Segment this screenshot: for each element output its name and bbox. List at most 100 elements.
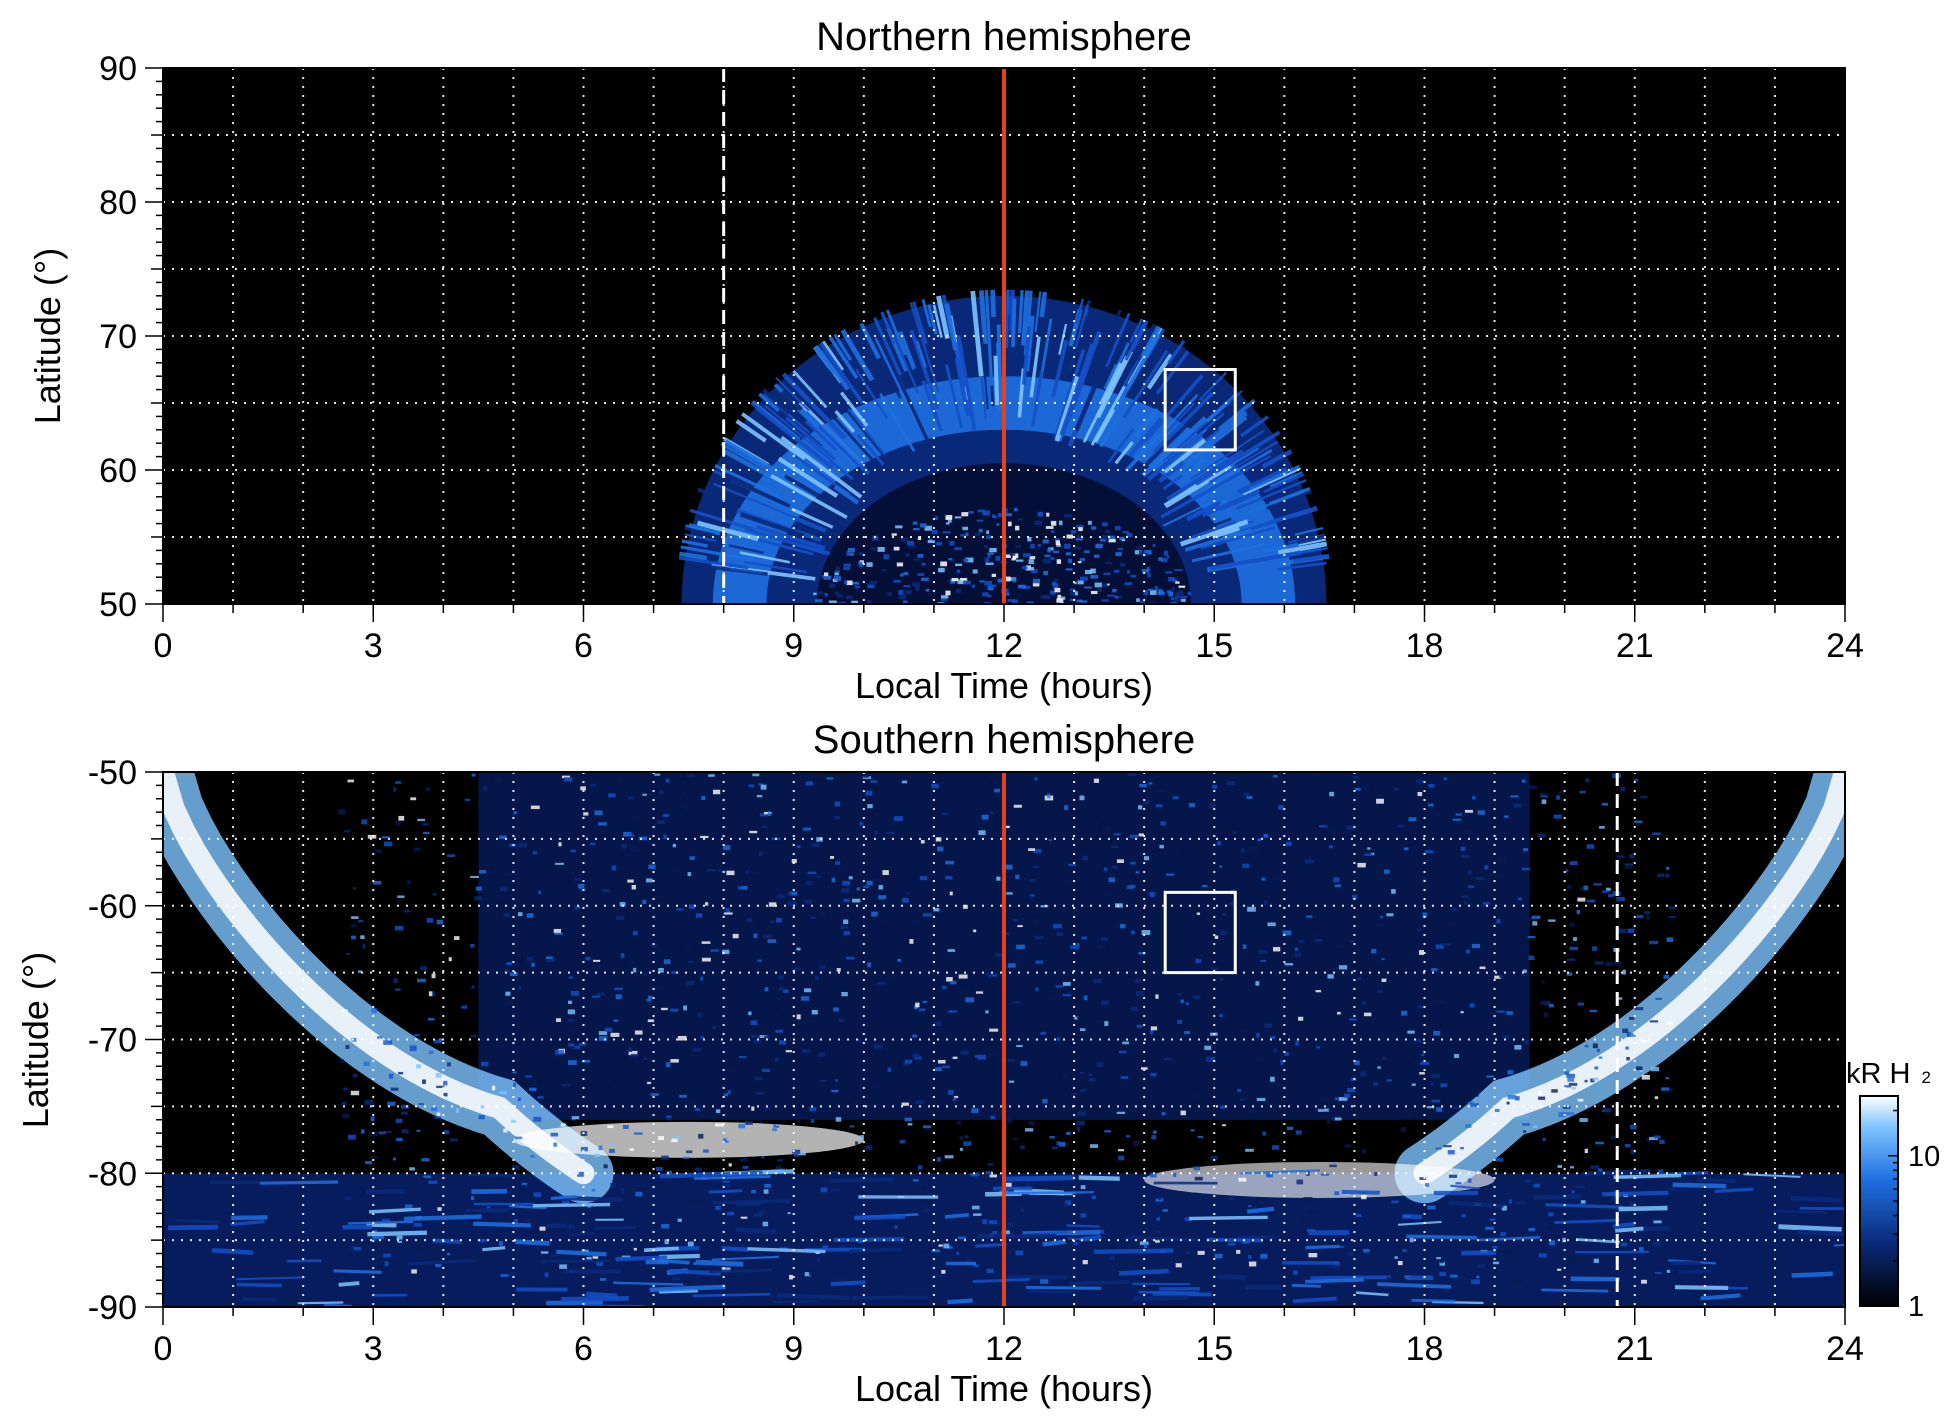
south-speckle [562,1200,570,1205]
south-speckle [1131,930,1135,935]
south-speckle [1569,946,1579,951]
north-streak [990,289,996,318]
south-speckle [1116,1111,1126,1115]
south-speckle [345,1044,350,1049]
south-speckle [1418,784,1425,790]
south-streak [236,1276,306,1281]
south-speckle [568,1060,577,1065]
south-speckle [959,1135,963,1140]
south-speckle [1413,1060,1417,1066]
south-speckle [512,1071,517,1074]
south-speckle [1247,1205,1252,1208]
south-streak [1534,1193,1582,1200]
south-speckle [642,899,647,904]
south-speckle [906,892,911,895]
south-speckle [383,841,393,847]
south-speckle [1624,1143,1631,1148]
south-speckle [1177,1020,1183,1024]
south-speckle [572,1045,581,1049]
north-streak [679,551,708,561]
south-overlays [1002,772,1619,1307]
north-streak [833,484,860,505]
south-speckle [631,815,636,820]
south-speckle [1573,937,1577,941]
south-speckle [1278,805,1285,810]
south-speckle [1338,1097,1348,1101]
south-speckle [1120,924,1126,929]
south-speckle [973,929,977,933]
south-speckle [422,823,430,826]
south-speckle [1585,778,1590,783]
north-speckle [1130,574,1137,578]
north-speckle [991,573,997,577]
south-speckle [1148,782,1153,785]
south-speckle [1486,1075,1495,1078]
north-speckle [920,523,927,528]
south-speckle [761,825,768,828]
south-speckle [1298,1016,1304,1021]
south-speckle [496,893,500,898]
south-speckle [555,1049,564,1055]
south-speckle [838,1018,844,1023]
south-speckle [750,1020,758,1026]
south-speckle [751,954,761,957]
south-speckle [1214,935,1219,939]
south-speckle [1150,1172,1157,1178]
south-speckle [633,1247,637,1251]
south-speckle [1653,1220,1662,1224]
south-speckle [1229,902,1237,906]
south-streak [1305,1244,1340,1250]
south-speckle [1654,1096,1659,1100]
south-speckle [616,915,625,920]
north-speckle [1180,598,1186,602]
north-speckle [1160,557,1168,563]
south-speckle [433,1116,441,1119]
south-speckle [1214,1253,1223,1259]
south-speckle [787,1212,791,1215]
south-speckle [560,1123,566,1127]
south-speckle [1210,1155,1219,1160]
south-speckle [820,1187,828,1193]
south-speckle [1467,1178,1472,1183]
south-speckle [1135,979,1142,983]
south-speckle [1538,792,1547,797]
south-speckle [901,1102,909,1106]
south-speckle [384,1261,389,1267]
south-speckle [753,1039,761,1044]
south-speckle [922,1000,928,1003]
south-streak [643,1246,679,1253]
south-streak [465,1207,514,1213]
south-speckle [974,1055,979,1058]
south-speckle [846,956,855,960]
south-speckle [1532,921,1538,926]
south-speckle [772,1128,777,1132]
south-speckle [1569,861,1578,866]
south-speckle [1391,889,1396,894]
south-speckle [1592,1043,1598,1049]
south-speckle [759,851,763,857]
north-streak [722,474,791,508]
north-streak [1134,407,1160,438]
south-speckle [1248,1109,1253,1114]
south-speckle [1553,814,1562,819]
north-speckle [978,528,983,533]
south-speckle [1102,826,1110,832]
north-streak [1144,393,1199,453]
north-speckle [858,552,864,556]
north-streak [720,442,787,482]
north-speckle [1134,550,1142,555]
south-speckle [989,974,998,977]
south-speckle [778,1040,786,1045]
north-speckle [1147,588,1154,591]
south-speckle [1411,951,1416,955]
south-speckle [656,902,664,906]
south-speckle [1269,1076,1275,1082]
south-speckle [1471,796,1476,800]
north-speckle [1056,559,1062,564]
south-speckle [420,1247,425,1252]
south-speckle [694,1167,702,1172]
south-speckle [1348,1101,1357,1107]
north-ytick-label: 80 [99,184,137,222]
south-speckle [802,827,807,832]
south-streak [1799,1206,1845,1211]
